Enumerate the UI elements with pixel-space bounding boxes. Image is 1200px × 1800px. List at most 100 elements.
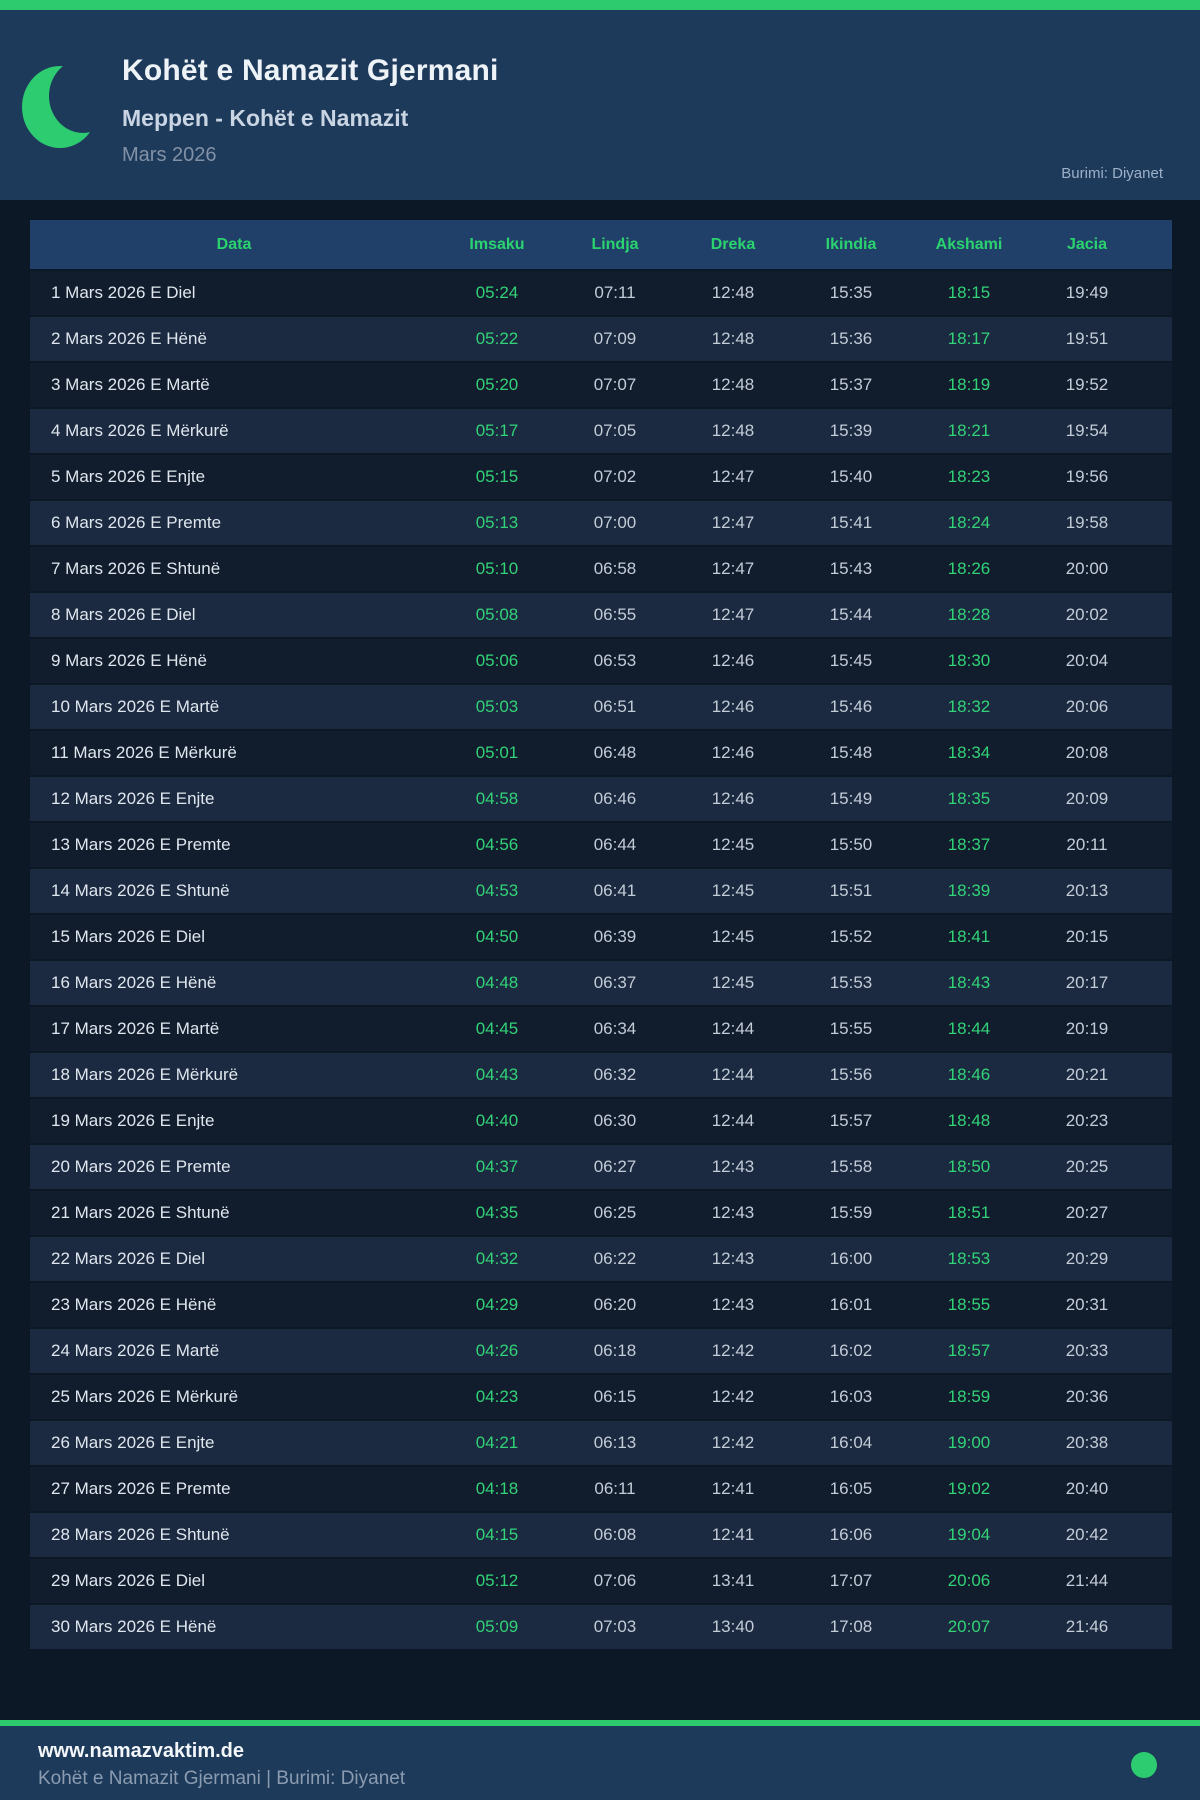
- akshami-time-cell: 20:06: [947, 1571, 991, 1590]
- imsaku-time-cell: 04:45: [475, 1019, 519, 1038]
- page-footer: www.namazvaktim.de Kohët e Namazit Gjerm…: [0, 1726, 1200, 1800]
- ikindia-time-cell: 16:03: [829, 1387, 873, 1406]
- table-row: 28 Mars 2026 E Shtunë 04:15 06:08 12:41 16:0…: [30, 1511, 1172, 1557]
- date-cell: 26 Mars 2026 E Enjte: [51, 1433, 215, 1452]
- akshami-time-cell: 18:53: [947, 1249, 991, 1268]
- column-header-dreka: Dreka: [710, 235, 756, 253]
- table-row: 14 Mars 2026 E Shtunë 04:53 06:41 12:45 15:5…: [30, 867, 1172, 913]
- dreka-time-cell: 12:45: [711, 973, 755, 992]
- imsaku-time-cell: 05:08: [475, 605, 519, 624]
- lindja-time-cell: 07:03: [593, 1617, 637, 1636]
- jacia-time-cell: 20:13: [1065, 881, 1109, 900]
- lindja-time-cell: 06:39: [593, 927, 637, 946]
- date-cell: 15 Mars 2026 E Diel: [51, 927, 206, 946]
- ikindia-time-cell: 15:57: [829, 1111, 873, 1130]
- ikindia-time-cell: 17:07: [829, 1571, 873, 1590]
- imsaku-time-cell: 04:18: [475, 1479, 519, 1498]
- akshami-time-cell: 18:19: [947, 375, 991, 394]
- lindja-time-cell: 07:05: [593, 421, 637, 440]
- akshami-time-cell: 18:50: [947, 1157, 991, 1176]
- table-row: 23 Mars 2026 E Hënë 04:29 06:20 12:43 16:01 1…: [30, 1281, 1172, 1327]
- ikindia-time-cell: 15:46: [829, 697, 873, 716]
- table-row: 8 Mars 2026 E Diel 05:08 06:55 12:47 15:44 18…: [30, 591, 1172, 637]
- table-row: 16 Mars 2026 E Hënë 04:48 06:37 12:45 15:53 1…: [30, 959, 1172, 1005]
- akshami-time-cell: 18:34: [947, 743, 991, 762]
- jacia-time-cell: 20:36: [1065, 1387, 1109, 1406]
- ikindia-time-cell: 16:04: [829, 1433, 873, 1452]
- lindja-time-cell: 06:11: [594, 1479, 636, 1498]
- akshami-time-cell: 18:57: [947, 1341, 991, 1360]
- dreka-time-cell: 12:45: [711, 927, 755, 946]
- ikindia-time-cell: 16:05: [829, 1479, 873, 1498]
- date-cell: 14 Mars 2026 E Shtunë: [51, 881, 230, 900]
- table-row: 3 Mars 2026 E Martë 05:20 07:07 12:48 15:37 1…: [30, 361, 1172, 407]
- date-cell: 28 Mars 2026 E Shtunë: [51, 1525, 230, 1544]
- akshami-time-cell: 18:24: [947, 513, 991, 532]
- table-row: 30 Mars 2026 E Hënë 05:09 07:03 13:40 17:08 2…: [30, 1603, 1172, 1649]
- dreka-time-cell: 12:48: [711, 375, 755, 394]
- akshami-time-cell: 18:43: [947, 973, 991, 992]
- website-link[interactable]: www.namazvaktim.de: [38, 1740, 244, 1762]
- ikindia-time-cell: 15:58: [829, 1157, 873, 1176]
- date-cell: 21 Mars 2026 E Shtunë: [51, 1203, 230, 1222]
- lindja-time-cell: 06:18: [593, 1341, 637, 1360]
- imsaku-time-cell: 05:01: [475, 743, 519, 762]
- column-header-data: Data: [216, 235, 252, 253]
- ikindia-time-cell: 15:39: [829, 421, 873, 440]
- table-row: 20 Mars 2026 E Premte 04:37 06:27 12:43 15:5…: [30, 1143, 1172, 1189]
- lindja-time-cell: 07:06: [593, 1571, 637, 1590]
- dreka-time-cell: 12:47: [711, 559, 755, 578]
- table-row: 29 Mars 2026 E Diel 05:12 07:06 13:41 17:07 2…: [30, 1557, 1172, 1603]
- akshami-time-cell: 18:51: [947, 1203, 991, 1222]
- akshami-time-cell: 19:02: [947, 1479, 991, 1498]
- ikindia-time-cell: 17:08: [829, 1617, 873, 1636]
- imsaku-time-cell: 04:32: [475, 1249, 519, 1268]
- date-cell: 29 Mars 2026 E Diel: [51, 1571, 206, 1590]
- column-header-jacia: Jacia: [1066, 235, 1108, 253]
- imsaku-time-cell: 04:21: [475, 1433, 519, 1452]
- akshami-time-cell: 18:46: [947, 1065, 991, 1084]
- ikindia-time-cell: 16:02: [829, 1341, 873, 1360]
- source-label: Burimi: Diyanet: [1061, 165, 1163, 182]
- jacia-time-cell: 20:00: [1065, 559, 1109, 578]
- date-cell: 16 Mars 2026 E Hënë: [51, 973, 217, 992]
- imsaku-time-cell: 04:23: [475, 1387, 519, 1406]
- imsaku-time-cell: 04:26: [475, 1341, 519, 1360]
- date-cell: 30 Mars 2026 E Hënë: [51, 1617, 217, 1636]
- imsaku-time-cell: 04:29: [475, 1295, 519, 1314]
- imsaku-time-cell: 05:20: [475, 375, 519, 394]
- dreka-time-cell: 12:46: [711, 697, 755, 716]
- imsaku-time-cell: 04:48: [475, 973, 519, 992]
- imsaku-time-cell: 04:15: [475, 1525, 519, 1544]
- lindja-time-cell: 06:08: [593, 1525, 637, 1544]
- dreka-time-cell: 13:41: [711, 1571, 755, 1590]
- date-cell: 4 Mars 2026 E Mërkurë: [51, 421, 229, 440]
- ikindia-time-cell: 15:49: [829, 789, 873, 808]
- date-cell: 1 Mars 2026 E Diel: [51, 283, 196, 302]
- lindja-time-cell: 06:13: [593, 1433, 637, 1452]
- ikindia-time-cell: 16:01: [829, 1295, 873, 1314]
- imsaku-time-cell: 05:03: [475, 697, 519, 716]
- akshami-time-cell: 18:30: [947, 651, 991, 670]
- table-row: 2 Mars 2026 E Hënë 05:22 07:09 12:48 15:36 18…: [30, 315, 1172, 361]
- column-header-imsaku: Imsaku: [469, 235, 525, 253]
- lindja-time-cell: 07:11: [594, 283, 636, 302]
- jacia-time-cell: 20:23: [1065, 1111, 1109, 1130]
- imsaku-time-cell: 04:40: [475, 1111, 519, 1130]
- date-cell: 24 Mars 2026 E Martë: [51, 1341, 220, 1360]
- akshami-time-cell: 18:23: [947, 467, 991, 486]
- lindja-time-cell: 06:20: [593, 1295, 637, 1314]
- date-cell: 6 Mars 2026 E Premte: [51, 513, 222, 532]
- lindja-time-cell: 06:37: [593, 973, 637, 992]
- page-title: Kohët e Namazit Gjermani: [122, 54, 499, 87]
- date-cell: 20 Mars 2026 E Premte: [51, 1157, 231, 1176]
- table-row: 12 Mars 2026 E Enjte 04:58 06:46 12:46 15:49…: [30, 775, 1172, 821]
- jacia-time-cell: 20:33: [1065, 1341, 1109, 1360]
- lindja-time-cell: 06:41: [593, 881, 637, 900]
- dreka-time-cell: 12:44: [711, 1111, 755, 1130]
- imsaku-time-cell: 04:50: [475, 927, 519, 946]
- page-subtitle: Meppen - Kohët e Namazit: [122, 105, 409, 131]
- jacia-time-cell: 19:52: [1065, 375, 1109, 394]
- imsaku-time-cell: 05:09: [475, 1617, 519, 1636]
